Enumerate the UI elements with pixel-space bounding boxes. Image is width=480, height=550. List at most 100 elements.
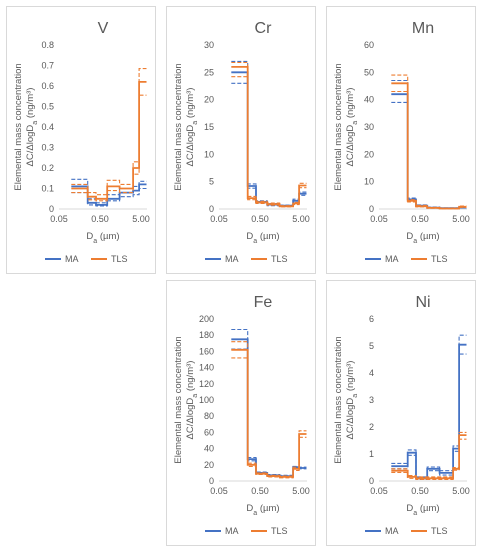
y-tick-label: 0.1 [41,184,54,194]
y-tick-label: 0 [209,476,214,486]
y-tick-label: 50 [364,67,374,77]
x-axis-label-unit: (µm) [257,231,279,242]
series-ma-upper-line [231,328,307,476]
x-axis-label-sub: a [253,510,257,517]
x-axis-label-sub: a [253,238,257,245]
y-axis-label-line1: Elemental mass concentration [13,63,24,190]
y-tick-label: 0.5 [41,102,54,112]
chart-title: V [98,20,109,37]
y-tick-label: 40 [364,95,374,105]
x-tick-label: 0.05 [50,214,68,224]
chart-title: Ni [415,294,430,311]
x-axis-label-sub: a [93,238,97,245]
y-axis-label-line1: Elemental mass concentration [333,336,344,463]
y-tick-label: 0.2 [41,163,54,173]
y-tick-label: 60 [364,40,374,50]
y-tick-label: 0.7 [41,61,54,71]
x-tick-label: 0.50 [251,214,269,224]
x-axis-label: Da (µm) [86,231,119,245]
y-tick-label: 6 [369,314,374,324]
x-tick-label: 5.00 [452,214,470,224]
series-tls-upper-line [71,68,147,196]
y-axis-label-line2: ΔC/ΔlogDa (ng/m³) [345,361,359,440]
series-ma-line [231,71,307,207]
series-ma-line [71,183,147,206]
x-axis-label-main: D [406,503,413,514]
y-tick-label: 140 [199,363,214,373]
y-tick-label: 10 [364,177,374,187]
series-ma-line [391,93,467,210]
y-axis-label-line2: ΔC/ΔlogDa (ng/m³) [185,88,199,167]
series-ma-upper-line [391,79,467,209]
x-axis-label-sub: a [413,238,417,245]
y-axis-label-line2: ΔC/ΔlogDa (ng/m³) [185,361,199,440]
y-tick-label: 4 [369,368,374,378]
chart-panel-cr: Cr 0 5 10 15 20 25 30 0.05 0.50 5.00 Da (µm) Element… [166,6,316,274]
x-axis-label-unit: (µm) [417,503,439,514]
y-tick-label: 15 [204,122,214,132]
chart-panel-ni: Ni 0 1 2 3 4 5 6 0.05 0.50 5.00 Da (µm) Elemental ma… [326,280,476,546]
y-axis-label-unit: (ng/m³) [185,361,196,394]
y-axis-label-unit: (ng/m³) [25,88,36,121]
series-ma-line [391,343,467,480]
x-tick-label: 0.05 [370,214,388,224]
x-axis-label-main: D [246,503,253,514]
y-tick-label: 40 [204,444,214,454]
y-axis-label-line2: ΔC/ΔlogDa (ng/m³) [345,88,359,167]
series-tls-upper-line [231,61,307,207]
x-tick-label: 0.50 [411,214,429,224]
series-tls-lower-line [71,94,147,202]
y-tick-label: 5 [369,341,374,351]
y-tick-label: 0.6 [41,81,54,91]
legend-label-tls: TLS [431,526,448,536]
x-axis-label: Da (µm) [406,503,439,517]
x-tick-label: 0.50 [251,486,269,496]
series-tls-line [71,81,147,200]
y-tick-label: 10 [204,149,214,159]
x-tick-label: 5.00 [292,214,310,224]
y-axis-label-main: ΔC/ΔlogD [345,398,356,440]
series-ma-line [231,338,307,477]
y-tick-label: 0 [49,204,54,214]
x-axis-label-sub: a [413,510,417,517]
y-axis-label-main: ΔC/ΔlogD [185,398,196,440]
chart-title: Fe [254,294,273,311]
y-axis-label-sub: a [192,394,199,398]
chart-svg-ni: Ni 0 1 2 3 4 5 6 0.05 0.50 5.00 Da (µm) Elemental ma… [333,294,470,536]
y-tick-label: 0.3 [41,143,54,153]
x-axis-label-main: D [406,231,413,242]
x-tick-label: 5.00 [452,486,470,496]
chart-title: Mn [412,20,434,37]
y-tick-label: 2 [369,422,374,432]
chart-svg-fe: Fe 0 20 40 60 80 100 120 140 160 180 200 0.05 0.50 5.0… [173,294,310,536]
chart-panel-fe: Fe 0 20 40 60 80 100 120 140 160 180 200 0.05 0.50 5.0… [166,280,316,546]
y-axis-label-sub: a [352,394,359,398]
series-ma-lower-line [231,82,307,207]
y-axis-label-unit: (ng/m³) [345,361,356,394]
y-axis-label-line2: ΔC/ΔlogDa (ng/m³) [25,88,39,167]
series-ma-lower-line [391,353,467,480]
y-tick-label: 0.4 [41,122,54,132]
series-tls-line [231,66,307,208]
legend-label-tls: TLS [271,526,288,536]
y-axis-label-line1: Elemental mass concentration [173,336,184,463]
chart-panel-mn: Mn 0 10 20 30 40 50 60 0.05 0.50 5.00 Da (µm) Elemen… [326,6,476,274]
x-axis-label-main: D [86,231,93,242]
legend-label-tls: TLS [271,254,288,264]
series-tls-line [391,434,467,480]
y-axis-label-main: ΔC/ΔlogD [345,125,356,167]
y-axis-label-line1: Elemental mass concentration [173,63,184,190]
y-tick-label: 80 [204,411,214,421]
y-tick-label: 30 [364,122,374,132]
y-tick-label: 0 [369,476,374,486]
chart-title: Cr [255,20,273,37]
y-tick-label: 200 [199,314,214,324]
series-tls-lower-line [391,90,467,210]
y-tick-label: 160 [199,346,214,356]
x-axis-label-unit: (µm) [417,231,439,242]
y-tick-label: 100 [199,395,214,405]
x-axis-label: Da (µm) [246,503,279,517]
y-tick-label: 60 [204,427,214,437]
chart-svg-cr: Cr 0 5 10 15 20 25 30 0.05 0.50 5.00 Da (µm) Element… [173,20,310,264]
y-axis-label-sub: a [352,121,359,125]
